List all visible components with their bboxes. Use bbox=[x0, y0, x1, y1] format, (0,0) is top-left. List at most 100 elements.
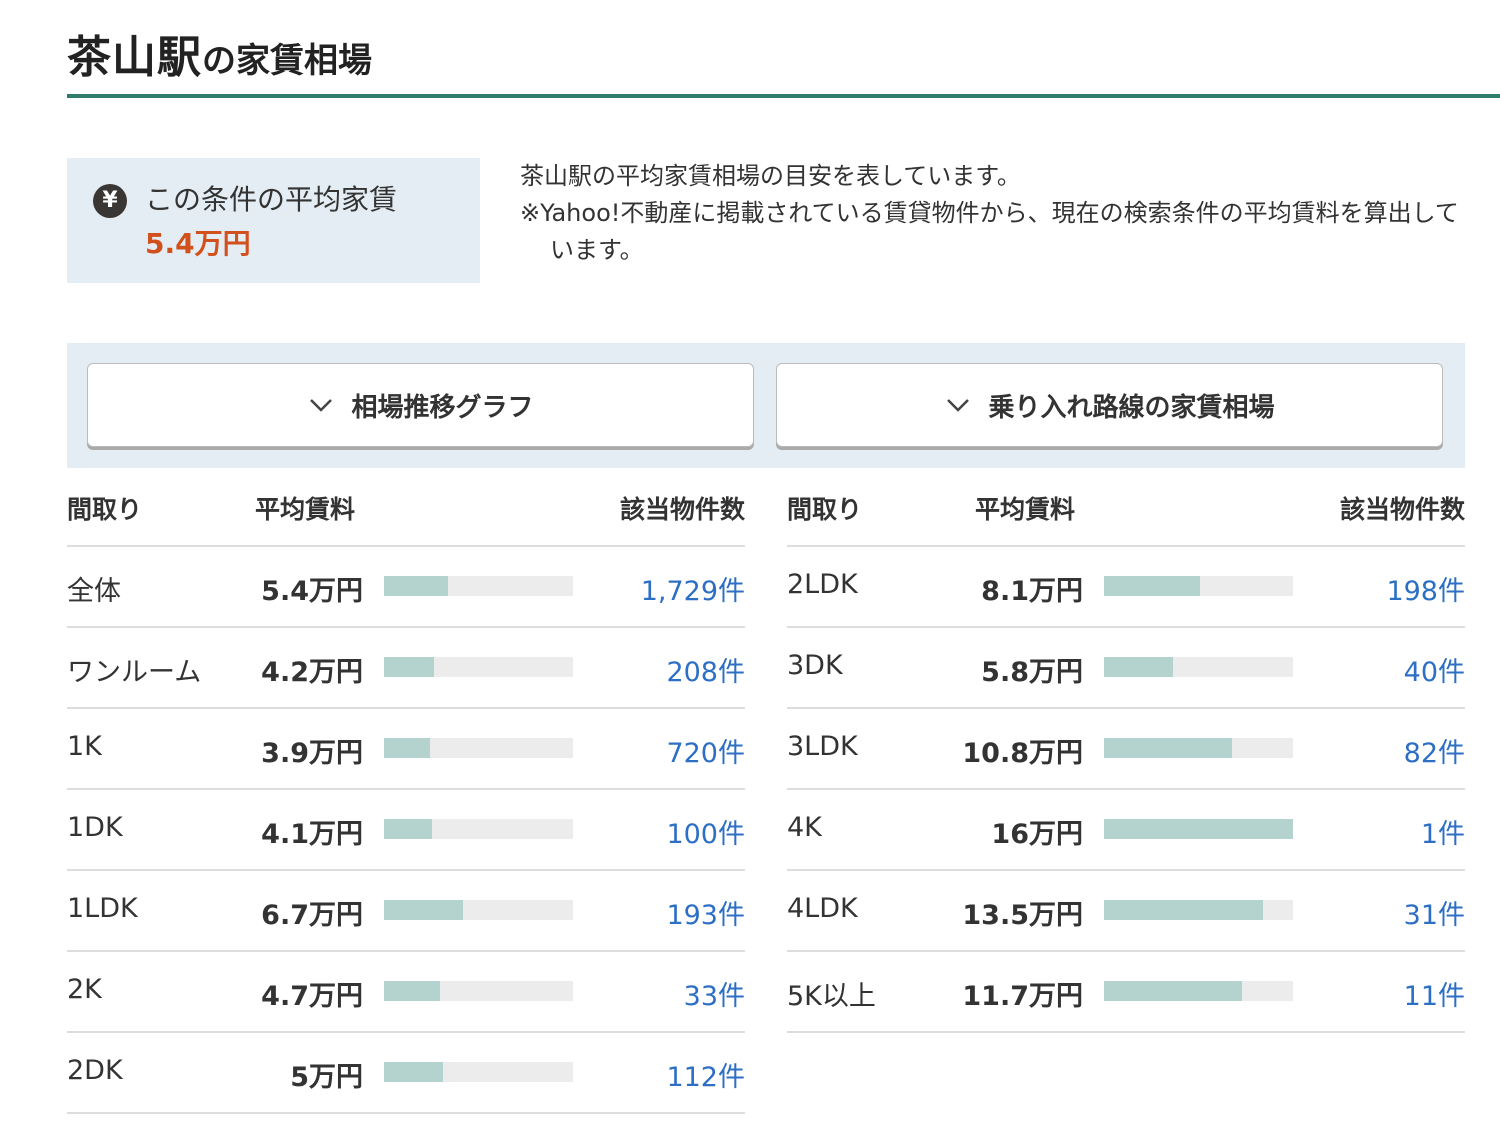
row-count-link[interactable]: 11件 bbox=[1403, 981, 1465, 1012]
row-avg-rent: 4.7万円 bbox=[261, 981, 363, 1012]
header-avg-rent: 平均賃料 bbox=[975, 495, 1076, 524]
rent-bar bbox=[384, 657, 573, 677]
row-count-link[interactable]: 33件 bbox=[683, 981, 745, 1012]
title-suffix: の家賃相場 bbox=[202, 41, 372, 81]
description-line: 茶山駅の平均家賃相場の目安を表しています。 bbox=[520, 162, 1021, 190]
row-avg-rent: 16万円 bbox=[991, 819, 1083, 850]
rent-bar-fill bbox=[384, 819, 433, 839]
row-layout: 全体 bbox=[67, 576, 121, 607]
page-heading: 茶山駅の家賃相場 bbox=[67, 28, 1500, 91]
row-avg-rent: 11.7万円 bbox=[962, 981, 1083, 1012]
rent-bar-fill bbox=[384, 900, 464, 920]
row-count-link[interactable]: 1件 bbox=[1420, 819, 1465, 850]
page-title: 茶山駅の家賃相場 bbox=[67, 28, 1500, 98]
table-row: 5K以上 11.7万円 11件 bbox=[787, 952, 1465, 1033]
description-note: ※Yahoo!不動産に掲載されている賃貸物件から、現在の検索条件の平均賃料を算出… bbox=[520, 199, 1459, 264]
row-count-link[interactable]: 198件 bbox=[1386, 576, 1465, 607]
rent-bar-fill bbox=[1104, 900, 1264, 920]
rent-bar-fill bbox=[1104, 576, 1200, 596]
yen-icon: ¥ bbox=[93, 184, 127, 218]
row-layout: 4K bbox=[787, 812, 822, 843]
header-layout: 間取り bbox=[67, 495, 143, 524]
table-row: 全体 5.4万円 1,729件 bbox=[67, 547, 745, 628]
rent-bar bbox=[384, 576, 573, 596]
table-row: 3LDK 10.8万円 82件 bbox=[787, 709, 1465, 790]
header-count: 該当物件数 bbox=[619, 495, 745, 524]
row-avg-rent: 5.8万円 bbox=[981, 657, 1083, 688]
row-avg-rent: 4.2万円 bbox=[261, 657, 363, 688]
row-count-link[interactable]: 100件 bbox=[666, 819, 745, 850]
table-row: 4K 16万円 1件 bbox=[787, 790, 1465, 871]
rent-bar bbox=[384, 1062, 573, 1082]
rent-bar bbox=[1104, 900, 1293, 920]
rent-bar-fill bbox=[1104, 981, 1243, 1001]
trend-graph-button[interactable]: 相場推移グラフ bbox=[87, 363, 754, 447]
table-row: 1DK 4.1万円 100件 bbox=[67, 790, 745, 871]
table-row: 2K 4.7万円 33件 bbox=[67, 952, 745, 1033]
row-avg-rent: 6.7万円 bbox=[261, 900, 363, 931]
rent-bar-fill bbox=[384, 576, 448, 596]
table-row: 1K 3.9万円 720件 bbox=[67, 709, 745, 790]
rent-bar-fill bbox=[384, 981, 440, 1001]
row-count-link[interactable]: 40件 bbox=[1403, 657, 1465, 688]
row-layout: 2K bbox=[67, 974, 102, 1005]
rent-bar-fill bbox=[384, 738, 431, 758]
station-name: 茶山駅 bbox=[67, 32, 202, 83]
rent-bar bbox=[1104, 738, 1293, 758]
accordion-band: 相場推移グラフ 乗り入れ路線の家賃相場 bbox=[67, 343, 1465, 468]
table-header: 間取り 平均賃料 該当物件数 bbox=[787, 470, 1465, 547]
row-avg-rent: 5万円 bbox=[290, 1062, 363, 1093]
table-row: 4LDK 13.5万円 31件 bbox=[787, 871, 1465, 952]
rent-bar-fill bbox=[384, 1062, 444, 1082]
row-count-link[interactable]: 193件 bbox=[666, 900, 745, 931]
rent-bar-fill bbox=[1104, 819, 1293, 839]
row-count-link[interactable]: 112件 bbox=[666, 1062, 745, 1093]
table-row: 3DK 5.8万円 40件 bbox=[787, 628, 1465, 709]
row-layout: 3LDK bbox=[787, 731, 858, 762]
row-avg-rent: 4.1万円 bbox=[261, 819, 363, 850]
table-row: 2DK 5万円 112件 bbox=[67, 1033, 745, 1114]
row-layout: 4LDK bbox=[787, 893, 858, 924]
average-rent-label: この条件の平均家賃 bbox=[145, 183, 398, 216]
row-layout: ワンルーム bbox=[67, 657, 202, 688]
row-layout: 1DK bbox=[67, 812, 123, 843]
rent-bar-fill bbox=[1104, 657, 1173, 677]
row-layout: 3DK bbox=[787, 650, 843, 681]
row-count-link[interactable]: 720件 bbox=[666, 738, 745, 769]
rent-bar bbox=[1104, 576, 1293, 596]
row-count-link[interactable]: 31件 bbox=[1403, 900, 1465, 931]
description: 茶山駅の平均家賃相場の目安を表しています。 ※Yahoo!不動産に掲載されている… bbox=[520, 158, 1480, 269]
row-layout: 2LDK bbox=[787, 569, 858, 600]
row-avg-rent: 13.5万円 bbox=[962, 900, 1083, 931]
table-header: 間取り 平均賃料 該当物件数 bbox=[67, 470, 745, 547]
trend-graph-label: 相場推移グラフ bbox=[351, 392, 534, 423]
line-rent-button[interactable]: 乗り入れ路線の家賃相場 bbox=[776, 363, 1443, 447]
row-count-link[interactable]: 208件 bbox=[666, 657, 745, 688]
average-rent-box: ¥ この条件の平均家賃 5.4万円 bbox=[67, 158, 480, 283]
chevron-down-icon bbox=[947, 399, 970, 412]
row-layout: 1K bbox=[67, 731, 102, 762]
rent-table-left: 間取り 平均賃料 該当物件数 全体 5.4万円 1,729件ワンルーム 4.2万円 20… bbox=[67, 470, 745, 1114]
row-layout: 2DK bbox=[67, 1055, 123, 1086]
rent-table-right: 間取り 平均賃料 該当物件数 2LDK 8.1万円 198件 3DK 5.8万円 40件 3… bbox=[787, 470, 1465, 1033]
row-avg-rent: 5.4万円 bbox=[261, 576, 363, 607]
row-count-link[interactable]: 1,729件 bbox=[640, 576, 745, 607]
average-rent-value: 5.4万円 bbox=[145, 227, 251, 260]
chevron-down-icon bbox=[310, 399, 333, 412]
rent-bar bbox=[1104, 657, 1293, 677]
rent-bar-fill bbox=[384, 657, 434, 677]
header-layout: 間取り bbox=[787, 495, 863, 524]
row-layout: 1LDK bbox=[67, 893, 138, 924]
header-count: 該当物件数 bbox=[1339, 495, 1465, 524]
rent-bar bbox=[1104, 819, 1293, 839]
line-rent-label: 乗り入れ路線の家賃相場 bbox=[988, 392, 1275, 423]
rent-bar bbox=[384, 900, 573, 920]
table-row: ワンルーム 4.2万円 208件 bbox=[67, 628, 745, 709]
rent-bar bbox=[384, 819, 573, 839]
rent-bar bbox=[384, 981, 573, 1001]
table-row: 1LDK 6.7万円 193件 bbox=[67, 871, 745, 952]
rent-bar-fill bbox=[1104, 738, 1232, 758]
header-avg-rent: 平均賃料 bbox=[255, 495, 356, 524]
row-count-link[interactable]: 82件 bbox=[1403, 738, 1465, 769]
row-avg-rent: 8.1万円 bbox=[981, 576, 1083, 607]
